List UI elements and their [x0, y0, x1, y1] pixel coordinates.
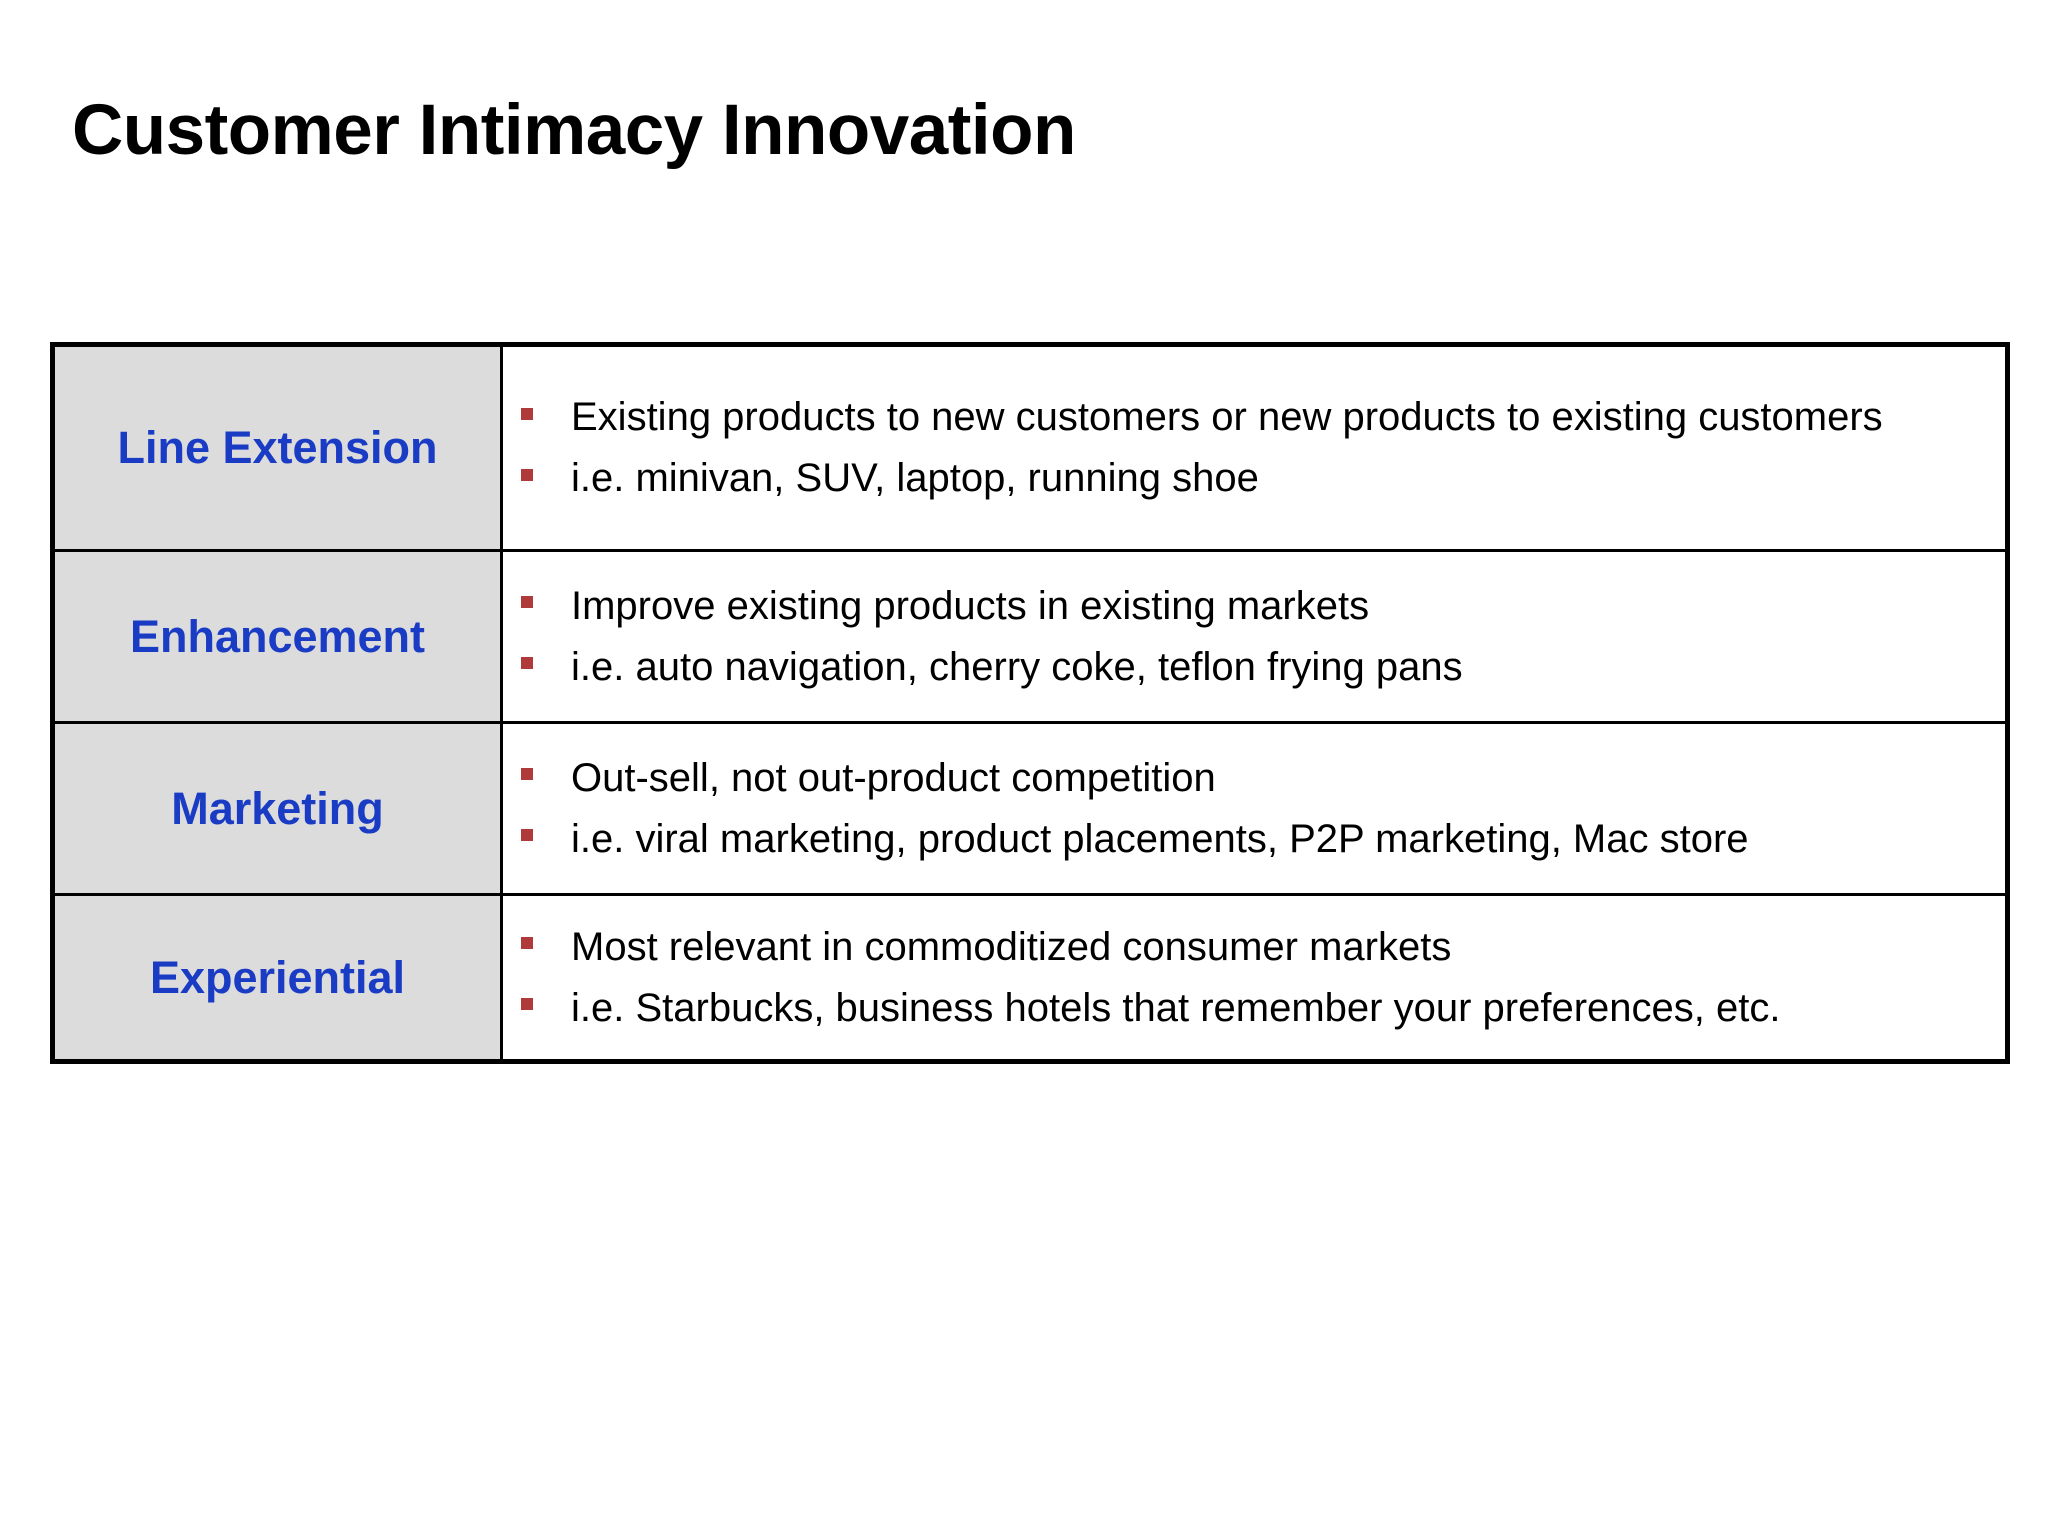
bullet-item: i.e. Starbucks, business hotels that rem…: [521, 978, 2005, 1039]
row-label: Enhancement: [129, 610, 426, 662]
bullet-item: Improve existing products in existing ma…: [521, 576, 2005, 637]
square-bullet-icon: [521, 596, 533, 608]
bullet-item: Existing products to new customers or ne…: [521, 387, 2005, 448]
row-label-cell: Line Extension: [55, 347, 503, 552]
row-description-cell: Existing products to new customers or ne…: [503, 347, 2005, 552]
bullet-text: i.e. viral marketing, product placements…: [571, 816, 1749, 861]
bullet-item: i.e. minivan, SUV, laptop, running shoe: [521, 448, 2005, 509]
row-description-cell: Most relevant in commoditized consumer m…: [503, 896, 2005, 1059]
bullet-item: Most relevant in commoditized consumer m…: [521, 917, 2005, 978]
square-bullet-icon: [521, 998, 533, 1010]
row-label: Marketing: [171, 782, 384, 834]
row-label-cell: Marketing: [55, 724, 503, 896]
bullet-text: Existing products to new customers or ne…: [571, 395, 1883, 439]
row-label: Experiential: [149, 951, 406, 1003]
square-bullet-icon: [521, 829, 533, 841]
bullet-text: i.e. auto navigation, cherry coke, teflo…: [571, 644, 1463, 689]
row-label: Line Extension: [117, 422, 438, 473]
bullet-text: i.e. Starbucks, business hotels that rem…: [571, 985, 1781, 1030]
bullet-item: i.e. auto navigation, cherry coke, teflo…: [521, 637, 2005, 698]
bullet-text: Most relevant in commoditized consumer m…: [571, 924, 1452, 969]
bullet-item: i.e. viral marketing, product placements…: [521, 809, 2005, 870]
square-bullet-icon: [521, 768, 533, 780]
slide-title: Customer Intimacy Innovation: [72, 91, 1076, 170]
row-label-cell: Experiential: [55, 896, 503, 1059]
bullet-text: Improve existing products in existing ma…: [571, 583, 1370, 628]
row-description-cell: Out-sell, not out-product competition i.…: [503, 724, 2005, 896]
square-bullet-icon: [521, 407, 533, 420]
square-bullet-icon: [521, 468, 533, 481]
bullet-text: i.e. minivan, SUV, laptop, running shoe: [571, 456, 1259, 500]
square-bullet-icon: [521, 937, 533, 949]
innovation-table: Line Extension Existing products to new …: [50, 342, 2010, 1064]
bullet-item: Out-sell, not out-product competition: [521, 748, 2005, 809]
row-description-cell: Improve existing products in existing ma…: [503, 552, 2005, 724]
bullet-text: Out-sell, not out-product competition: [571, 755, 1216, 800]
square-bullet-icon: [521, 657, 533, 669]
row-label-cell: Enhancement: [55, 552, 503, 724]
